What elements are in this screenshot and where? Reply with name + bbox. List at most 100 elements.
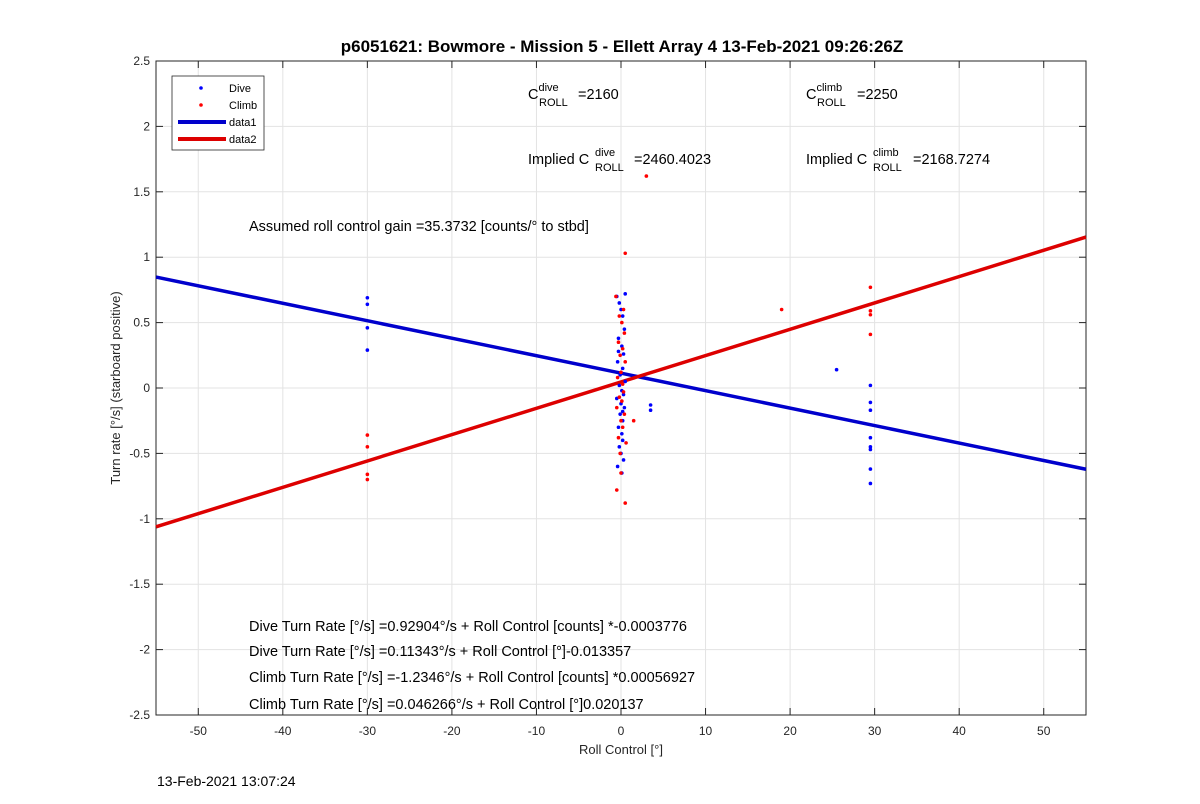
implied-dive-sub: ROLL <box>595 162 624 174</box>
point-climb <box>624 441 628 445</box>
point-dive <box>621 392 626 397</box>
x-tick-label: 20 <box>783 724 797 738</box>
point-dive <box>622 327 627 331</box>
point-climb <box>620 382 625 386</box>
point-dive <box>365 295 370 300</box>
implied-dive-prefix: Implied C <box>528 152 589 168</box>
point-climb <box>620 346 625 351</box>
implied-dive-sup: dive <box>595 147 615 159</box>
c-dive-base: C <box>528 87 538 103</box>
x-tick-label: -10 <box>528 724 546 738</box>
point-climb <box>622 412 627 416</box>
point-climb <box>644 174 649 178</box>
fit-dive-counts: Dive Turn Rate [°/s] =0.92904°/s + Roll … <box>249 619 687 635</box>
point-dive <box>620 438 625 443</box>
y-tick-label: 0.5 <box>133 316 150 330</box>
point-climb <box>620 320 624 325</box>
x-tick-label: 0 <box>618 724 625 738</box>
y-tick-label: 2.5 <box>133 54 150 68</box>
point-climb <box>868 285 873 290</box>
point-climb <box>365 472 370 477</box>
point-climb <box>617 395 622 399</box>
point-dive <box>622 405 627 410</box>
point-dive <box>616 336 621 341</box>
y-tick-label: -2 <box>139 643 150 657</box>
legend-dive-label: Dive <box>229 83 251 95</box>
y-tick-label: -1.5 <box>129 577 150 591</box>
gain-annotation: Assumed roll control gain =35.3732 [coun… <box>249 219 589 235</box>
point-dive <box>623 292 628 296</box>
point-dive <box>615 464 620 469</box>
legend: Dive Climb data1 data2 <box>171 75 265 151</box>
point-climb <box>365 433 370 437</box>
point-climb <box>631 418 636 423</box>
point-dive <box>868 408 873 413</box>
point-dive <box>868 481 873 486</box>
y-tick-label: 0 <box>143 381 150 395</box>
point-climb <box>619 471 623 475</box>
point-dive <box>617 445 622 449</box>
legend-climb-marker <box>199 103 203 107</box>
c-dive-annotation: Cdive ROLL =2160 <box>528 82 619 109</box>
x-tick-label: 40 <box>953 724 967 738</box>
point-dive <box>365 302 370 307</box>
point-dive <box>617 383 622 388</box>
point-dive <box>615 360 620 364</box>
implied-climb-sub: ROLL <box>873 162 902 174</box>
legend-dive-marker <box>199 86 203 90</box>
y-axis-label: Turn rate [°/s] (starboard positive) <box>108 291 123 484</box>
y-tick-label: -1 <box>139 512 150 526</box>
c-climb-value: =2250 <box>857 87 898 103</box>
point-dive <box>834 367 839 372</box>
point-dive <box>621 352 626 356</box>
point-dive <box>868 445 873 449</box>
x-tick-label: 30 <box>868 724 882 738</box>
point-climb <box>868 309 873 313</box>
point-climb <box>621 307 626 312</box>
point-dive <box>868 400 873 405</box>
fit-climb-degrees: Climb Turn Rate [°/s] =0.046266°/s + Rol… <box>249 697 644 713</box>
point-dive <box>868 435 873 440</box>
c-climb-annotation: Cclimb ROLL =2250 <box>806 82 898 109</box>
c-climb-sub: ROLL <box>817 97 846 109</box>
point-climb <box>623 251 628 256</box>
implied-climb-value: =2168.7274 <box>913 152 990 168</box>
point-dive <box>365 348 370 352</box>
point-dive <box>868 383 873 388</box>
y-tick-label: 1 <box>143 250 150 264</box>
point-dive <box>619 307 623 312</box>
legend-data1-label: data1 <box>229 117 257 129</box>
fit-line-data2 <box>155 235 1087 529</box>
c-climb-base: C <box>806 87 816 103</box>
point-climb <box>621 390 626 394</box>
legend-data2-label: data2 <box>229 134 257 146</box>
fit-dive-degrees: Dive Turn Rate [°/s] =0.11343°/s + Roll … <box>249 644 631 660</box>
implied-climb-prefix: Implied C <box>806 152 867 168</box>
point-dive <box>620 314 625 318</box>
implied-climb-annotation: Implied C climb ROLL =2168.7274 <box>806 147 990 174</box>
point-climb <box>614 488 619 492</box>
fit-climb-counts: Climb Turn Rate [°/s] =-1.2346°/s + Roll… <box>249 670 695 686</box>
point-dive <box>365 326 370 330</box>
point-climb <box>616 435 621 440</box>
point-climb <box>620 399 624 403</box>
point-climb <box>620 425 625 430</box>
x-tick-label: -20 <box>443 724 461 738</box>
point-climb <box>617 314 622 318</box>
axis-ticks: -50 -40 -30 -20 -10 0 10 20 30 40 50-2.5-2-1.5-1-0… <box>129 54 1086 738</box>
x-axis-label: Roll Control [°] <box>579 742 663 757</box>
point-dive <box>621 458 626 462</box>
point-dive <box>620 409 625 414</box>
y-tick-label: 2 <box>143 119 150 133</box>
point-dive <box>648 408 653 413</box>
legend-climb-label: Climb <box>229 100 257 112</box>
point-dive <box>868 467 873 471</box>
implied-dive-value: =2460.4023 <box>634 152 711 168</box>
data-points <box>365 174 873 505</box>
y-tick-label: -0.5 <box>129 446 150 460</box>
point-climb <box>868 332 873 337</box>
implied-dive-annotation: Implied C dive ROLL =2460.4023 <box>528 147 711 174</box>
point-climb <box>365 477 370 482</box>
point-dive <box>868 447 873 452</box>
implied-climb-sup: climb <box>873 147 899 159</box>
